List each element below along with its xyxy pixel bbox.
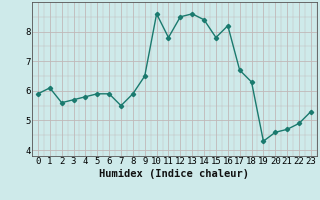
X-axis label: Humidex (Indice chaleur): Humidex (Indice chaleur) (100, 169, 249, 179)
